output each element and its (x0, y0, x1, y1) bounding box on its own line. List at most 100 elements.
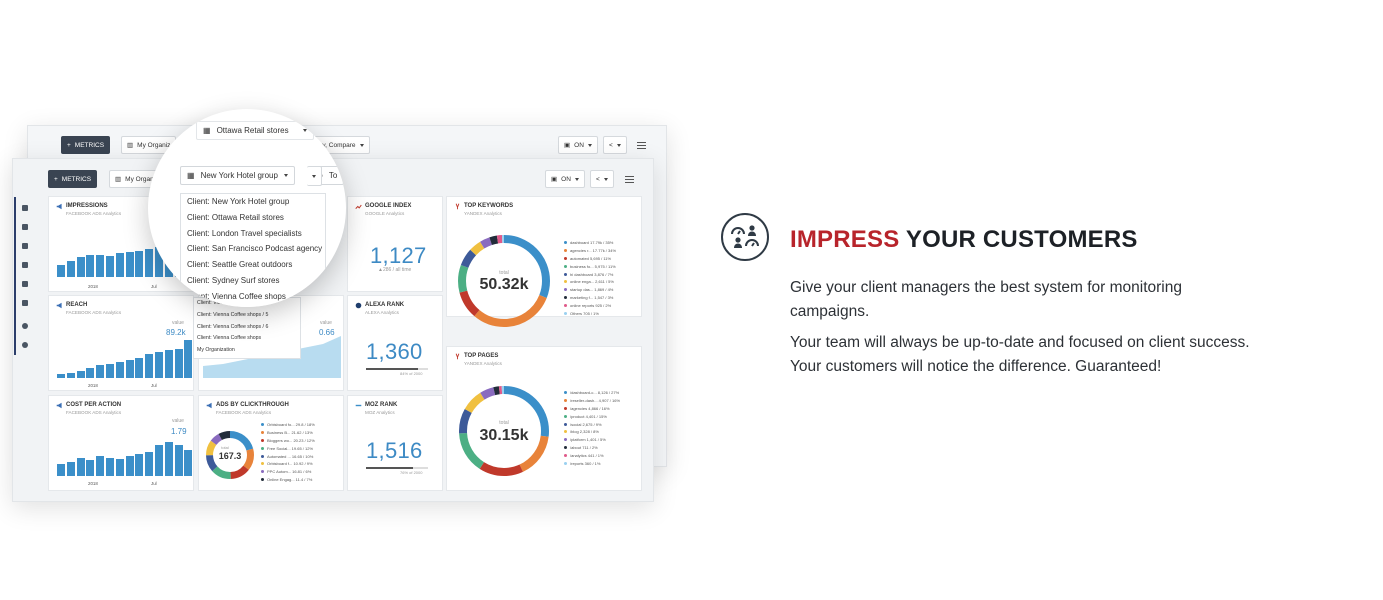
client-menu-item[interactable]: Client: San Francisco Podcast agency (187, 244, 323, 254)
intro-paragraph: Give your client managers the best syste… (790, 279, 1182, 320)
donut-total-label: total (499, 270, 509, 276)
chart-bar (145, 354, 154, 378)
magnifier-lens: ▦ Ottawa Retail stores ▦ New York Hotel … (148, 109, 346, 307)
panel-subtitle: FACEBOOK ADS Analytics (66, 410, 122, 415)
legend-item: Free Social... 19.65 / 12% (261, 444, 315, 452)
chart-bar (125, 252, 134, 277)
account-icon[interactable] (22, 323, 28, 329)
panel-alexa-rank: ALEXA RANK ALEXA Analytics 1,360 84% of … (347, 295, 443, 391)
menu-icon[interactable] (637, 142, 646, 149)
chart-bar (66, 373, 75, 378)
progress-track (366, 467, 428, 469)
metrics-button-back[interactable]: + METRICS (61, 136, 111, 154)
legend-label: /about 711 / 2% (570, 444, 598, 450)
moz-icon (355, 404, 362, 407)
grid-icon: ▦ (187, 171, 195, 180)
donut-total-label: total (221, 445, 229, 450)
sidebar-accent (14, 197, 16, 355)
panel-title: MOZ RANK (365, 402, 398, 408)
legend-swatch (261, 462, 264, 466)
share-button-back[interactable]: < (603, 136, 627, 154)
megaphone-icon (56, 203, 62, 210)
chart-bar (125, 456, 134, 476)
value-number: 89.2k (166, 328, 186, 337)
info-icon[interactable] (22, 342, 28, 348)
client-dropdown[interactable]: ▦ New York Hotel group (180, 166, 295, 185)
legend-item: /platform 1,401 / 5% (564, 436, 620, 444)
toggle-on[interactable]: ▣ ON (545, 170, 585, 188)
submenu-item[interactable]: Client: Vienna Coffee shops / 6 (197, 323, 269, 330)
home-icon[interactable] (22, 205, 28, 211)
chart-bar (135, 250, 144, 277)
donut-slice (206, 431, 254, 479)
settings-icon[interactable] (22, 300, 28, 306)
legend-label: marketing f... 1,547 / 3% (570, 294, 614, 300)
legend-item: /dashboard-c... 8,126 / 27% (564, 389, 620, 397)
legend-swatch (564, 249, 567, 253)
chevron-down-icon (574, 177, 579, 181)
client-menu-item[interactable]: Client: New York Hotel group (187, 197, 290, 206)
client-menu-item[interactable]: Client: Ottawa Retail stores (187, 212, 284, 222)
metrics-button[interactable]: + METRICS (48, 170, 98, 188)
grid-icon: ▦ (203, 126, 211, 135)
legend-swatch (261, 477, 264, 481)
submenu-item[interactable]: Client: Vienna Coffee shops / 5 (197, 311, 269, 318)
legend-label: PPC Autom... 16.81 / 6% (267, 469, 312, 475)
donut-slice (459, 386, 549, 476)
legend-label: agencies r... 17.77k / 34% (570, 248, 617, 254)
chevron-down-icon (587, 143, 592, 147)
legend-label: dashboard 17.79k / 35% (570, 240, 614, 246)
legend-label: Orbisboard fo... 29.8 / 18% (267, 422, 315, 428)
legend-swatch (564, 438, 567, 442)
panel-title: TOP KEYWORDS (464, 203, 514, 209)
legend-swatch (564, 453, 567, 457)
legend-label: automated 5,695 / 11% (570, 255, 612, 261)
panel-ads-by-clickthrough: ADS BY CLICKTHROUGH FACEBOOK ADS Analyti… (198, 395, 344, 491)
dashboard-icon[interactable] (22, 224, 28, 230)
client-menu-item[interactable]: Client: Sydney Surf stores (187, 275, 280, 285)
panel-top-keywords: TOP KEYWORDS YANDEX Analytics total 50.3… (446, 196, 642, 327)
submenu-item[interactable]: My Organization (197, 347, 235, 354)
value-label: value (172, 320, 184, 326)
big-value: 1,516 (366, 438, 423, 463)
panel-title: IMPRESSIONS (66, 203, 108, 209)
share-button[interactable]: < (590, 170, 614, 188)
legend-item: online enga... 2,611 / 5% (564, 278, 616, 286)
legend-item: /agencies 4,866 / 16% (564, 405, 620, 413)
legend-swatch (261, 438, 264, 442)
ads-legend: Orbisboard fo... 29.8 / 18% Business B...… (261, 421, 315, 483)
value-label: value (172, 418, 184, 424)
progress-track (366, 368, 428, 370)
ads-donut-chart (206, 431, 254, 479)
client-menu-item[interactable]: Client: London Travel specialists (187, 228, 302, 238)
submenu-item[interactable]: Client: Vienna Coffee shops (197, 335, 262, 342)
headline-rest: YOUR CUSTOMERS (899, 226, 1138, 253)
client-dropdown-back[interactable]: ▦ Ottawa Retail stores (196, 121, 314, 140)
donut-slice (459, 386, 549, 476)
legend-label: Online Engag... 11.4 / 7% (267, 476, 313, 482)
customers-dashboard-icon (721, 213, 769, 261)
chart-bar (96, 365, 105, 378)
users-icon[interactable] (22, 243, 28, 249)
client-menu-item[interactable]: Client: Vienna Coffee shops (187, 291, 286, 301)
date-range-caret[interactable] (307, 166, 322, 186)
legend-swatch (564, 288, 567, 292)
reports-icon[interactable] (22, 262, 28, 268)
menu-icon[interactable] (625, 176, 634, 183)
legend-item: marketing f... 1,547 / 3% (564, 294, 616, 302)
client-menu-item[interactable]: Client: Seattle Great outdoors (187, 260, 293, 270)
value-number: 0.66 (319, 328, 335, 337)
legend-item: business fo... 5,975 / 11% (564, 262, 616, 270)
panel-title: REACH (66, 302, 88, 308)
alexa-icon (355, 302, 362, 309)
legend-label: Bloggers wo... 20.23 / 12% (267, 437, 315, 443)
pages-legend: /dashboard-c... 8,126 / 27% /reseller-das… (564, 389, 620, 467)
legend-item: Orbisboard fo... 29.8 / 18% (261, 421, 315, 429)
chart-bar (145, 452, 154, 476)
toggle-on-back[interactable]: ▣ ON (558, 136, 598, 154)
org-selector[interactable]: ▥ My Organi (109, 170, 162, 188)
document-icon[interactable] (22, 281, 28, 287)
legend-item: Online Engag... 11.4 / 7% (261, 476, 315, 484)
value-number: 1.79 (171, 427, 187, 436)
legend-item: Orbisboard f... 10.92 / 9% (261, 460, 315, 468)
